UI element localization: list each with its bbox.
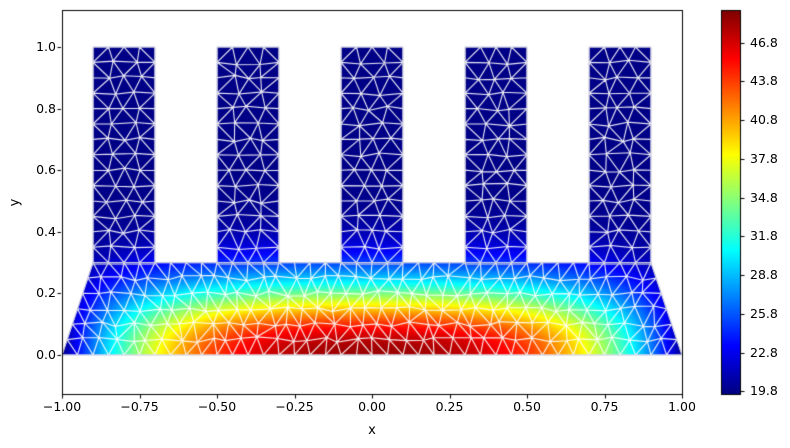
colorbar-tick-label: 25.8 (750, 305, 778, 321)
colorbar-tick-label: 34.8 (750, 189, 778, 205)
x-tick-label: 0.00 (358, 399, 386, 414)
colorbar-tick-label: 37.8 (750, 150, 778, 166)
y-tick-label: 0.4 (36, 223, 56, 239)
colorbar-tick-label: 28.8 (750, 267, 778, 283)
colorbar-tick-label: 46.8 (750, 34, 778, 50)
y-tick-label: 0.2 (36, 285, 56, 301)
x-tick-label: 1.00 (668, 399, 696, 414)
x-tick-label: −0.50 (197, 399, 237, 414)
y-tick-label: 0.8 (36, 100, 56, 116)
x-tick-label: 0.75 (590, 399, 619, 414)
colorbar-tick-label: 22.8 (750, 344, 778, 360)
colorbar-tick-label: 19.8 (750, 383, 778, 399)
y-tick-label: 0.6 (36, 162, 56, 178)
x-tick-label: 0.25 (435, 399, 464, 414)
x-tick-label: −0.75 (120, 399, 159, 414)
x-tick-label: −0.25 (275, 399, 314, 414)
colorbar-tick-label: 31.8 (750, 228, 778, 244)
y-tick-label: 1.0 (36, 39, 56, 54)
y-tick-label: 0.0 (36, 347, 56, 362)
colorbar-tick-label: 40.8 (750, 112, 778, 128)
x-axis-label: x (368, 423, 376, 438)
x-tick-label: 0.50 (513, 399, 541, 414)
y-axis-label: y (7, 198, 23, 207)
x-tick-label: −1.00 (42, 399, 82, 414)
colorbar-tick-label: 43.8 (750, 73, 778, 89)
